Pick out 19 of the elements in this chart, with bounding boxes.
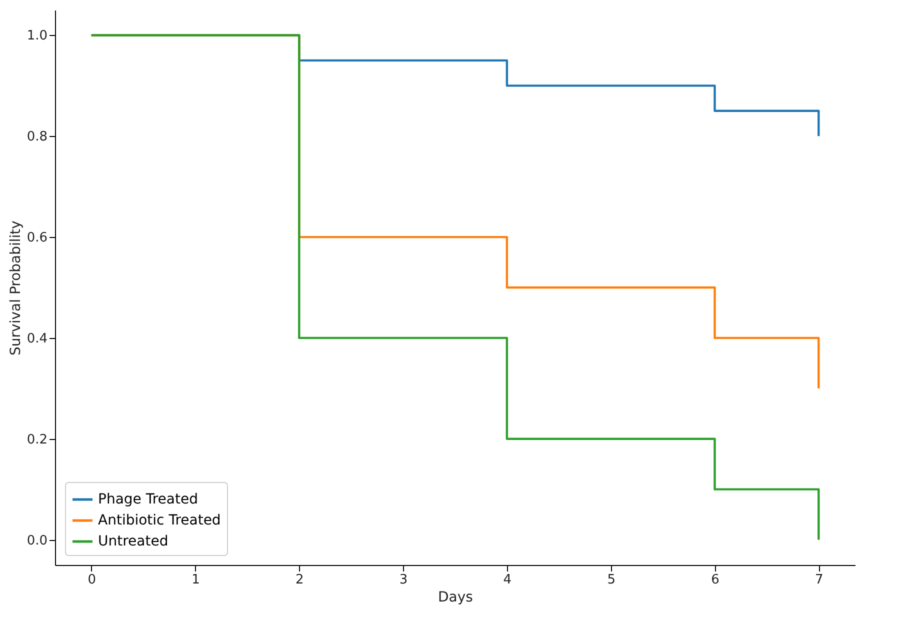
x-tick-label: 3	[399, 572, 408, 588]
x-tick-label: 4	[503, 572, 512, 588]
legend-label: Phage Treated	[98, 492, 198, 508]
legend-label: Antibiotic Treated	[98, 512, 221, 528]
y-tick-label: 1.0	[26, 28, 48, 44]
y-tick-label: 0.0	[26, 533, 48, 548]
y-tick-label: 0.6	[26, 230, 48, 246]
x-tick-label: 0	[88, 572, 96, 588]
x-tick-label: 1	[192, 572, 200, 588]
x-tick-label: 7	[814, 572, 824, 588]
y-tick-label: 0.8	[26, 130, 48, 145]
x-axis-title: Days	[438, 590, 473, 606]
y-axis-title: Survival Probability	[8, 220, 24, 356]
x-tick-label: 6	[711, 572, 720, 588]
y-tick-label: 0.2	[26, 432, 48, 448]
y-tick-label: 0.4	[26, 331, 48, 346]
x-tick-label: 5	[607, 572, 616, 588]
x-tick-label: 2	[296, 572, 304, 588]
legend-label: Untreated	[98, 534, 168, 550]
